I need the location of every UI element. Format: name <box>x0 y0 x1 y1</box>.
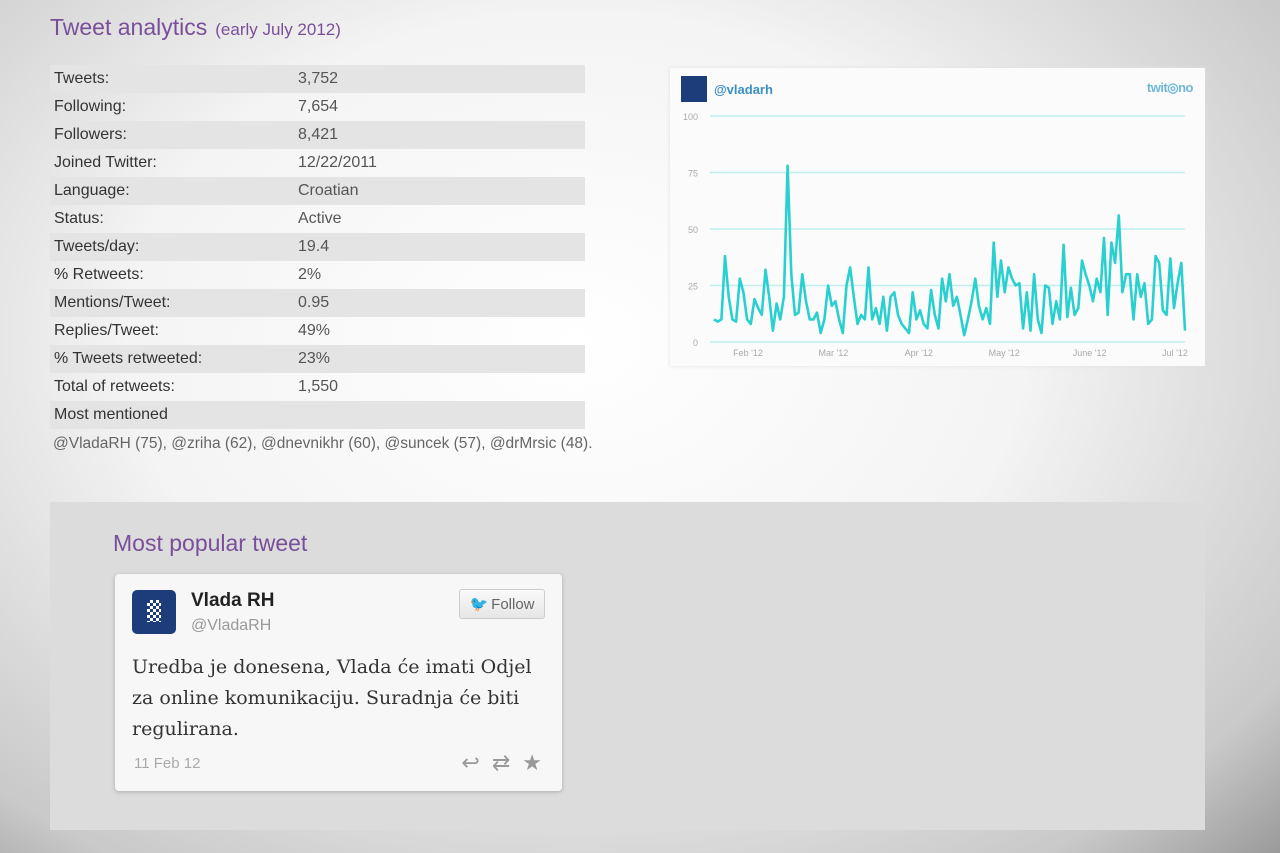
y-tick-label: 25 <box>688 282 698 292</box>
stats-row: Following: 7,654 <box>50 93 585 121</box>
reply-icon[interactable]: ↩ <box>461 750 480 775</box>
series-line <box>713 164 1187 337</box>
stat-label: % Retweets: <box>54 266 144 283</box>
x-tick-label: May '12 <box>989 348 1020 358</box>
page-subtitle: (early July 2012) <box>215 20 341 39</box>
stat-label: % Tweets retweeted: <box>50 345 294 373</box>
stat-label: Most mentioned <box>50 401 294 429</box>
tweet-card: Vlada RH @VladaRH 🐦 Follow Uredba je don… <box>115 574 562 791</box>
stat-value: 8,421 <box>294 121 585 149</box>
stat-value: 19.4 <box>294 233 585 261</box>
y-tick-label: 75 <box>688 169 698 179</box>
stat-value: Croatian <box>294 177 585 205</box>
y-tick-label: 100 <box>683 112 698 122</box>
page-title: Tweet analytics <box>50 14 208 40</box>
x-tick-label: June '12 <box>1073 348 1107 358</box>
stat-label: Tweets/day: <box>50 233 294 261</box>
favorite-icon[interactable]: ★ <box>522 750 542 775</box>
tweet-date[interactable]: 11 Feb 12 <box>134 755 201 772</box>
stat-value: 2% <box>298 266 322 283</box>
tweet-author-name[interactable]: Vlada RH <box>191 590 275 611</box>
stat-label: Tweets: <box>50 65 294 93</box>
stats-row: % Retweets: 2% <box>50 261 585 289</box>
follow-button[interactable]: 🐦 Follow <box>459 589 545 619</box>
stats-row: Status: Active <box>50 205 585 233</box>
stat-value: 49% <box>298 322 331 339</box>
twitter-bird-icon: 🐦 <box>469 596 489 613</box>
stat-value: 12/22/2011 <box>298 154 377 171</box>
follow-label: Follow <box>491 595 535 613</box>
stat-label: Following: <box>54 98 127 115</box>
stats-row: Tweets: 3,752 <box>50 65 585 93</box>
stats-row: % Tweets retweeted: 23% <box>50 345 585 373</box>
retweet-icon[interactable]: ⇄ <box>491 750 511 775</box>
stats-row: Followers: 8,421 <box>50 121 585 149</box>
tweets-per-day-chart: @vladarh twit◎no 0 25 50 75 100 Feb '12 Mar '1… <box>670 68 1205 366</box>
stat-value: 1,550 <box>298 378 339 395</box>
stat-value: 0.95 <box>294 289 585 317</box>
tweet-text: Uredba je donesena, Vlada će imati Odjel… <box>132 656 532 740</box>
x-tick-label: Mar '12 <box>819 348 849 358</box>
tweet-author-username[interactable]: @VladaRH <box>191 617 272 634</box>
avatar[interactable] <box>132 590 176 634</box>
stats-row: Language: Croatian <box>50 177 585 205</box>
stat-label: Followers: <box>50 121 294 149</box>
stat-value <box>294 401 585 429</box>
stat-value: 23% <box>294 345 585 373</box>
most-popular-tweet-section: Most popular tweet Vlada RH @VladaRH 🐦 F… <box>50 502 1205 830</box>
line-chart: 0 25 50 75 100 Feb '12 Mar '12 Apr '12 May '12 Ju… <box>683 112 1188 358</box>
stats-row: Tweets/day: 19.4 <box>50 233 585 261</box>
stat-value: 7,654 <box>298 98 339 115</box>
x-tick-label: Apr '12 <box>905 348 933 358</box>
stat-value: 3,752 <box>294 65 585 93</box>
section-heading: Most popular tweet <box>113 530 308 556</box>
tweet-actions: ↩ ⇄ ★ <box>461 750 542 776</box>
twitonomy-logo: twit◎no <box>1146 80 1194 95</box>
stat-label: Status: <box>54 210 104 227</box>
page-header: Tweet analytics (early July 2012) <box>50 14 341 46</box>
stat-value: Active <box>298 210 342 227</box>
x-tick-label: Jul '12 <box>1162 348 1188 358</box>
stats-row: Replies/Tweet: 49% <box>50 317 585 345</box>
chart-handle[interactable]: @vladarh <box>714 82 773 97</box>
stat-label: Replies/Tweet: <box>54 322 159 339</box>
stat-label: Mentions/Tweet: <box>50 289 294 317</box>
y-tick-label: 0 <box>693 338 698 348</box>
account-logo <box>681 76 707 102</box>
stat-label: Total of retweets: <box>54 378 175 395</box>
y-tick-label: 50 <box>688 225 698 235</box>
stat-label: Joined Twitter: <box>54 154 157 171</box>
stats-row: Total of retweets: 1,550 <box>50 373 585 401</box>
x-tick-label: Feb '12 <box>733 348 763 358</box>
stat-label: Language: <box>50 177 294 205</box>
most-mentioned-list: @VladaRH (75), @zriha (62), @dnevnikhr (… <box>53 435 593 452</box>
stats-table: Tweets: 3,752 Following: 7,654 Followers: 8,4… <box>50 65 585 429</box>
stats-row: Mentions/Tweet: 0.95 <box>50 289 585 317</box>
stats-row: Most mentioned <box>50 401 585 429</box>
stats-row: Joined Twitter: 12/22/2011 <box>50 149 585 177</box>
